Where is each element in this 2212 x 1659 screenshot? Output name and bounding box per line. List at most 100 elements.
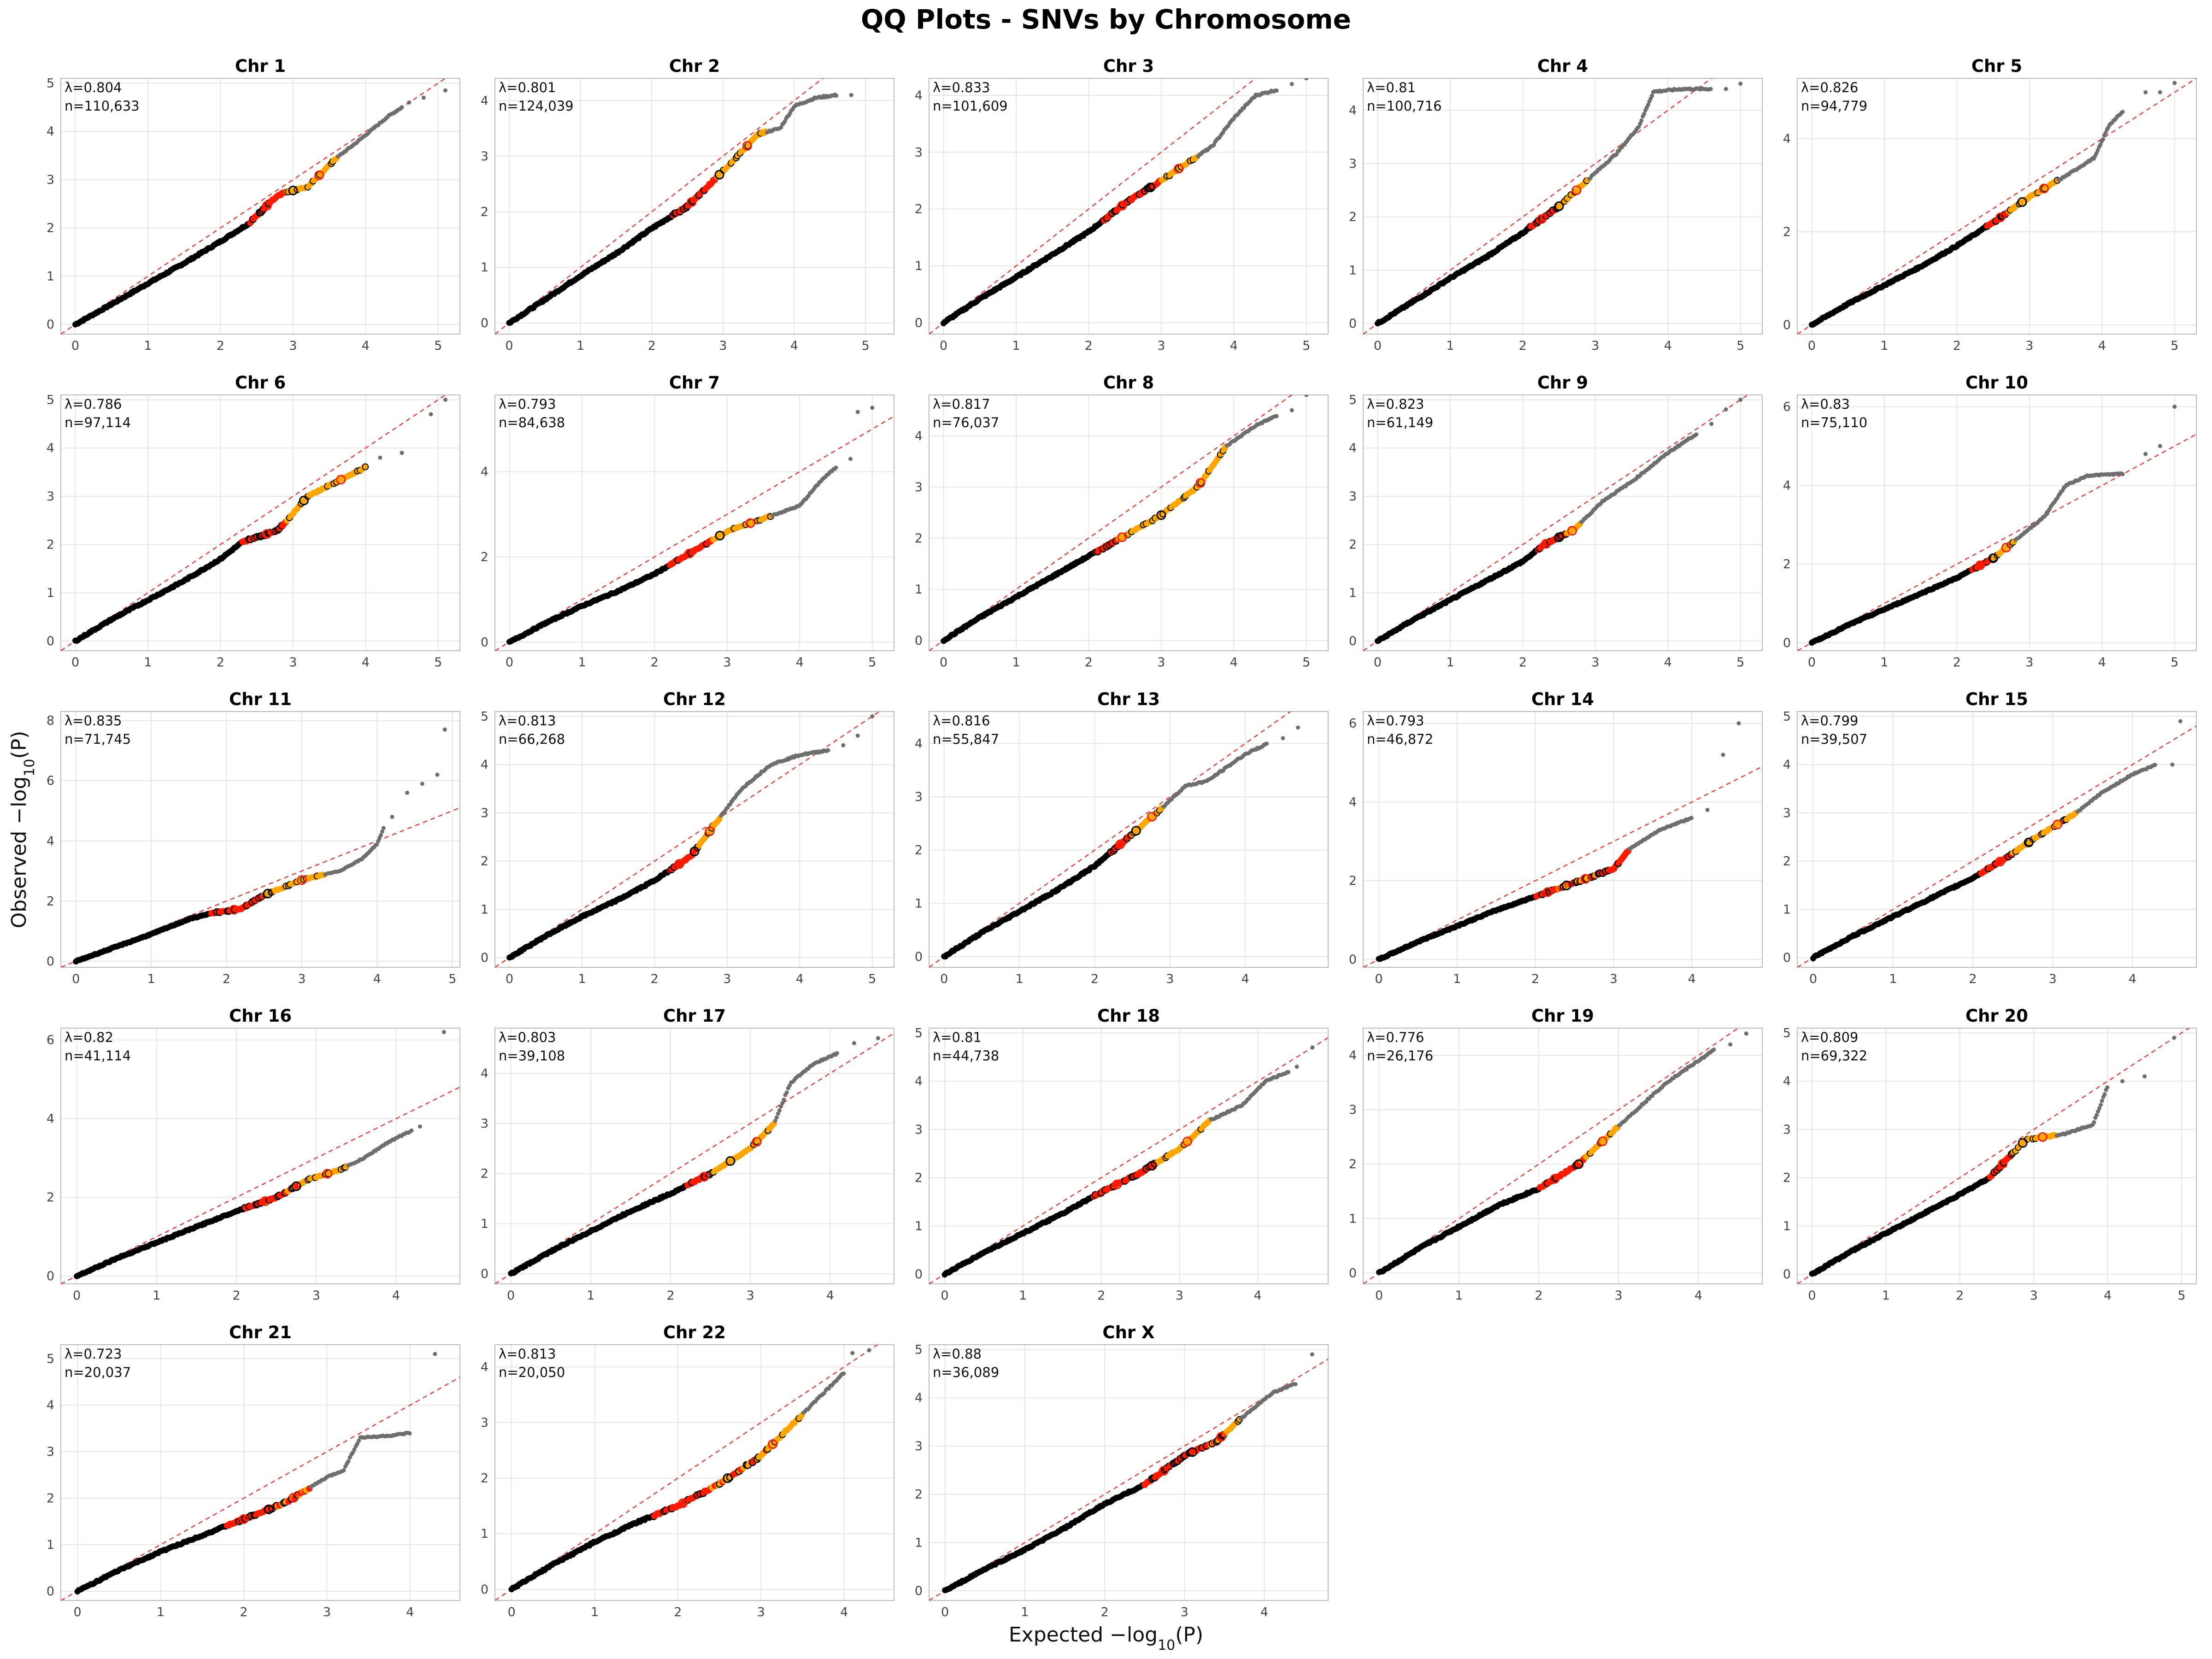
y-axis-label: Observed −log10(P)	[7, 731, 38, 929]
lambda-label: λ=0.823	[1367, 396, 1424, 412]
plot-area	[61, 395, 448, 651]
qq-point-tail	[2120, 472, 2125, 477]
qq-point-tail	[835, 1051, 839, 1055]
qq-point-tail	[1274, 88, 1279, 93]
qq-point-outlier	[1724, 407, 1728, 412]
qq-point-marked	[752, 1137, 762, 1147]
lambda-label: λ=0.793	[1367, 713, 1424, 729]
qq-point-tail	[834, 94, 839, 98]
y-tick-label: 0	[481, 635, 488, 650]
y-tick-label: 1	[915, 582, 923, 597]
x-tick-label: 4	[2098, 339, 2106, 353]
panel-frame	[929, 711, 1329, 968]
x-tick-label: 5	[1302, 339, 1310, 353]
y-tick-label: 2	[47, 538, 54, 552]
qq-point-outlier	[420, 782, 424, 786]
panel-frame	[60, 78, 460, 335]
y-tick-label: 3	[915, 1123, 923, 1137]
y-tick-label: 4	[1349, 1048, 1357, 1063]
panel-title: Chr 6	[235, 373, 286, 393]
qq-point-outlier	[1304, 78, 1309, 81]
n-label: n=66,268	[499, 731, 565, 747]
x-tick-label: 1	[578, 655, 586, 670]
y-tick-label: 3	[47, 173, 54, 187]
n-label: n=71,745	[65, 731, 131, 747]
qq-point-marked	[1174, 164, 1184, 174]
y-tick-label: 1	[1349, 586, 1357, 600]
panel-title: Chr 1	[235, 56, 286, 76]
panel-title: Chr 13	[1097, 689, 1160, 709]
qq-point-marked	[288, 185, 298, 195]
y-tick-label: 4	[915, 736, 923, 751]
panel-title: Chr 19	[1531, 1006, 1594, 1026]
qq-point-outlier	[1738, 82, 1743, 86]
qq-point-marked	[1995, 212, 2006, 223]
n-label: n=75,110	[1801, 415, 1867, 430]
x-tick-label: 4	[1230, 655, 1238, 670]
x-tick-label: 1	[1455, 1288, 1463, 1303]
reference-line	[1797, 78, 2196, 334]
qq-point-tail	[834, 465, 838, 470]
y-tick-label: 4	[1783, 132, 1791, 146]
y-tick-label: 0	[481, 951, 488, 965]
y-tick-label: 2	[1783, 557, 1791, 571]
qq-point-marked	[1115, 839, 1125, 849]
qq-point-tail	[1265, 741, 1269, 746]
x-tick-label: 0	[506, 655, 513, 670]
x-tick-label: 2	[666, 1288, 674, 1303]
panel-frame	[1797, 711, 2197, 968]
qq-point-outlier	[1289, 408, 1294, 412]
panel-frame	[60, 711, 460, 968]
panel-title: Chr 18	[1097, 1006, 1160, 1026]
x-tick-label: 0	[1808, 339, 1816, 353]
qq-point-marked	[1988, 553, 1998, 563]
qq-point-marked	[689, 847, 700, 857]
qq-point-marked	[1567, 526, 1577, 536]
x-tick-label: 4	[1688, 972, 1696, 986]
x-tick-label: 2	[1953, 655, 1961, 670]
x-tick-label: 2	[232, 1288, 240, 1303]
panel-frame	[929, 394, 1329, 651]
x-tick-label: 5	[1736, 339, 1744, 353]
x-tick-label: 3	[723, 655, 731, 670]
qq-point-marked	[1145, 182, 1155, 193]
y-tick-label: 0	[47, 954, 54, 969]
panel-frame	[494, 711, 894, 968]
x-tick-label: 4	[392, 1288, 400, 1303]
qq-point-tail	[1694, 432, 1699, 437]
x-tick-label: 4	[362, 339, 370, 353]
x-tick-label: 4	[2098, 655, 2106, 670]
y-tick-label: 6	[47, 1033, 54, 1047]
qq-point-marked	[1554, 532, 1564, 542]
x-tick-label: 2	[1097, 1288, 1105, 1303]
x-tick-label: 0	[1375, 972, 1382, 986]
qq-point-tail	[782, 119, 787, 124]
panel-frame	[929, 78, 1329, 335]
y-tick-label: 2	[47, 1190, 54, 1205]
y-tick-label: 0	[481, 1267, 488, 1281]
y-tick-label: 2	[1349, 210, 1357, 224]
y-tick-label: 0	[915, 634, 923, 648]
x-tick-label: 0	[73, 1288, 81, 1303]
n-label: n=46,872	[1367, 731, 1433, 747]
n-label: n=84,638	[499, 415, 565, 430]
qq-point-tail	[782, 1097, 786, 1102]
qq-point-marked	[297, 875, 307, 885]
x-tick-label: 3	[1610, 972, 1618, 986]
x-tick-label: 0	[1809, 972, 1817, 986]
qq-point-outlier	[849, 93, 853, 97]
qq-point-marked	[1117, 200, 1127, 211]
x-tick-label: 1	[147, 972, 155, 986]
qq-point-outlier	[1705, 807, 1710, 812]
x-tick-label: 4	[362, 655, 370, 670]
qq-point-tail	[381, 826, 386, 830]
x-tick-label: 2	[1091, 972, 1099, 986]
reference-line	[495, 78, 824, 334]
x-tick-label: 3	[312, 1288, 320, 1303]
lambda-label: λ=0.81	[1367, 80, 1416, 95]
